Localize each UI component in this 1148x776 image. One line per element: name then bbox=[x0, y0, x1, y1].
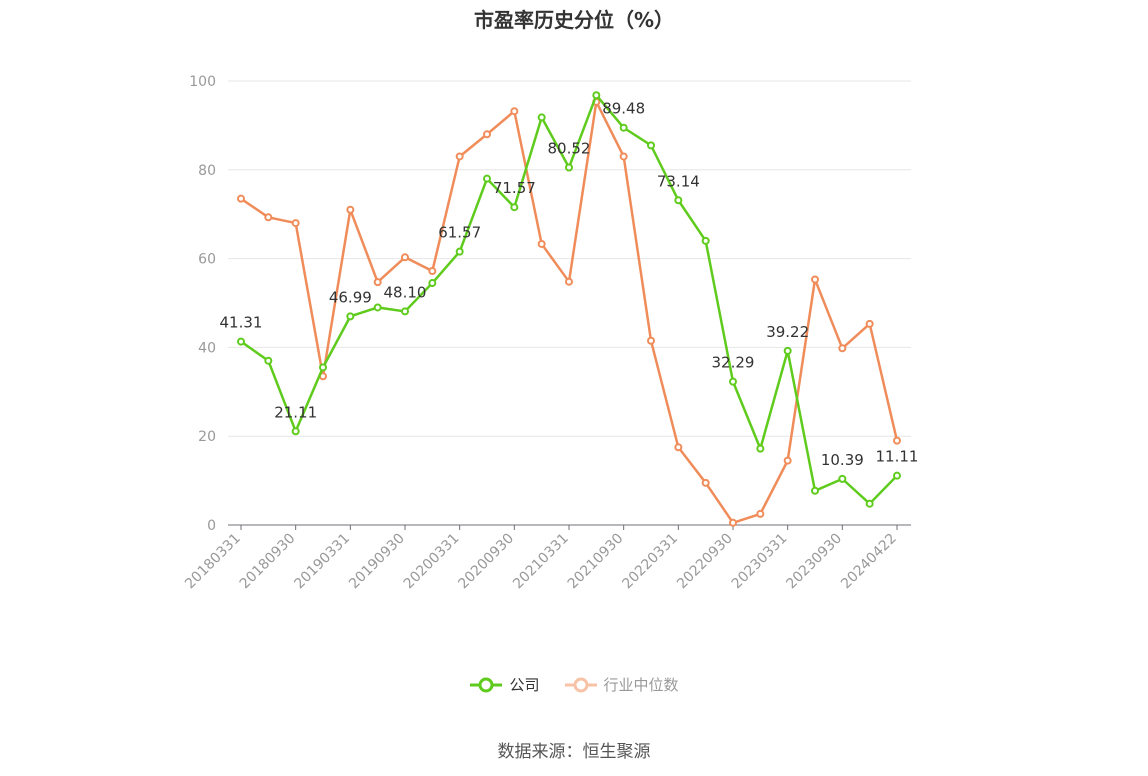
company-data-label: 39.22 bbox=[766, 323, 809, 341]
data-labels: 41.31 21.11 46.99 48.10 61.57 71.57 80.52 89.48… bbox=[220, 100, 919, 469]
industry-median-point[interactable] bbox=[401, 253, 409, 262]
company-point[interactable] bbox=[264, 356, 273, 365]
company-point[interactable] bbox=[592, 91, 601, 100]
company-point[interactable] bbox=[729, 377, 737, 386]
industry-median-point[interactable] bbox=[510, 107, 519, 116]
legend-company-label: 公司 bbox=[509, 676, 540, 694]
industry-median-point[interactable] bbox=[756, 509, 765, 518]
company-point[interactable] bbox=[401, 307, 409, 316]
industry-median-point[interactable] bbox=[865, 319, 874, 328]
industry-median-point[interactable] bbox=[729, 518, 737, 527]
x-tick-label: 20200930 bbox=[455, 531, 517, 593]
x-tick-label: 20180331 bbox=[182, 531, 244, 593]
x-tick-label: 20190930 bbox=[346, 531, 408, 593]
x-tick-label: 20220331 bbox=[619, 531, 681, 593]
industry-median-point[interactable] bbox=[291, 219, 300, 228]
industry-median-point[interactable] bbox=[264, 213, 273, 222]
industry-median-point[interactable] bbox=[619, 152, 628, 161]
y-tick-label: 80 bbox=[198, 163, 216, 179]
company-point[interactable] bbox=[647, 141, 655, 150]
company-point[interactable] bbox=[565, 163, 573, 172]
company-point[interactable] bbox=[756, 444, 765, 453]
x-tick-label: 20200331 bbox=[401, 531, 463, 593]
grid-lines bbox=[228, 80, 911, 437]
industry-median-point[interactable] bbox=[537, 239, 546, 248]
x-tick-label: 20240422 bbox=[838, 531, 900, 593]
series-lines bbox=[237, 91, 901, 527]
company-data-label: 21.11 bbox=[274, 403, 317, 421]
legend: 公司 行业中位数 bbox=[0, 674, 1148, 695]
company-point[interactable] bbox=[346, 312, 355, 321]
y-tick-label: 0 bbox=[207, 518, 216, 534]
x-tick-label: 20230930 bbox=[783, 531, 845, 593]
company-point[interactable] bbox=[373, 303, 382, 312]
company-point[interactable] bbox=[783, 346, 792, 355]
company-data-label: 46.99 bbox=[329, 288, 372, 306]
y-tick-label: 100 bbox=[189, 74, 216, 90]
company-data-label: 32.29 bbox=[712, 354, 755, 372]
data-source-note: 数据来源：恒生聚源 bbox=[497, 742, 651, 762]
company-point[interactable] bbox=[319, 363, 327, 372]
x-tick-label: 20210331 bbox=[510, 531, 572, 593]
legend-item-industry-median[interactable]: 行业中位数 bbox=[564, 674, 679, 695]
industry-median-point[interactable] bbox=[565, 277, 573, 286]
company-data-label: 41.31 bbox=[220, 314, 263, 332]
x-tick-label: 20180930 bbox=[237, 531, 299, 593]
industry-median-point[interactable] bbox=[373, 278, 382, 287]
company-point[interactable] bbox=[428, 279, 437, 288]
legend-item-company[interactable]: 公司 bbox=[469, 674, 540, 695]
company-point[interactable] bbox=[537, 113, 546, 122]
industry-median-point[interactable] bbox=[838, 344, 847, 353]
company-point[interactable] bbox=[619, 123, 628, 132]
company-point[interactable] bbox=[893, 471, 901, 480]
company-data-label: 73.14 bbox=[657, 172, 700, 190]
legend-industry-label: 行业中位数 bbox=[603, 676, 679, 694]
industry-median-point[interactable] bbox=[783, 456, 792, 465]
company-data-label: 61.57 bbox=[438, 224, 481, 242]
industry-median-point[interactable] bbox=[647, 336, 655, 345]
company-data-label: 89.48 bbox=[602, 100, 645, 118]
industry-median-point[interactable] bbox=[237, 194, 245, 203]
y-tick-label: 20 bbox=[198, 429, 216, 445]
company-data-label: 11.11 bbox=[876, 448, 919, 466]
legend-industry-marker bbox=[564, 677, 597, 692]
company-point[interactable] bbox=[291, 427, 300, 436]
company-point[interactable] bbox=[510, 203, 519, 212]
company-point[interactable] bbox=[483, 174, 491, 183]
industry-median-point[interactable] bbox=[893, 436, 901, 445]
company-data-label: 48.10 bbox=[384, 283, 427, 301]
company-point[interactable] bbox=[811, 486, 819, 495]
company-data-label: 10.39 bbox=[821, 451, 864, 469]
industry-median-point[interactable] bbox=[811, 275, 819, 284]
legend-company-marker bbox=[470, 677, 503, 692]
y-tick-label: 60 bbox=[198, 252, 216, 268]
company-data-label: 71.57 bbox=[493, 179, 536, 197]
company-point[interactable] bbox=[455, 247, 464, 256]
industry-median-point[interactable] bbox=[674, 443, 683, 452]
line-chart: 0 20 40 60 80 100 2018033120180930201903312019… bbox=[182, 74, 919, 593]
x-tick-label: 20220930 bbox=[674, 531, 736, 593]
company-data-label: 80.52 bbox=[548, 139, 591, 157]
company-point[interactable] bbox=[701, 236, 710, 245]
industry-median-point[interactable] bbox=[483, 130, 491, 139]
x-tick-label: 20190331 bbox=[291, 531, 353, 593]
industry-median-point[interactable] bbox=[346, 205, 355, 214]
x-tick-label: 20210930 bbox=[565, 531, 627, 593]
company-point[interactable] bbox=[237, 337, 245, 346]
company-point[interactable] bbox=[838, 474, 847, 483]
company-point[interactable] bbox=[865, 499, 874, 508]
y-tick-label: 40 bbox=[198, 340, 216, 356]
industry-median-point[interactable] bbox=[701, 478, 710, 487]
chart-title: 市盈率历史分位（%） bbox=[473, 8, 675, 32]
industry-median-point[interactable] bbox=[428, 267, 437, 276]
x-tick-label: 20230331 bbox=[729, 531, 791, 593]
industry-median-point[interactable] bbox=[455, 152, 464, 161]
company-point[interactable] bbox=[674, 196, 683, 205]
